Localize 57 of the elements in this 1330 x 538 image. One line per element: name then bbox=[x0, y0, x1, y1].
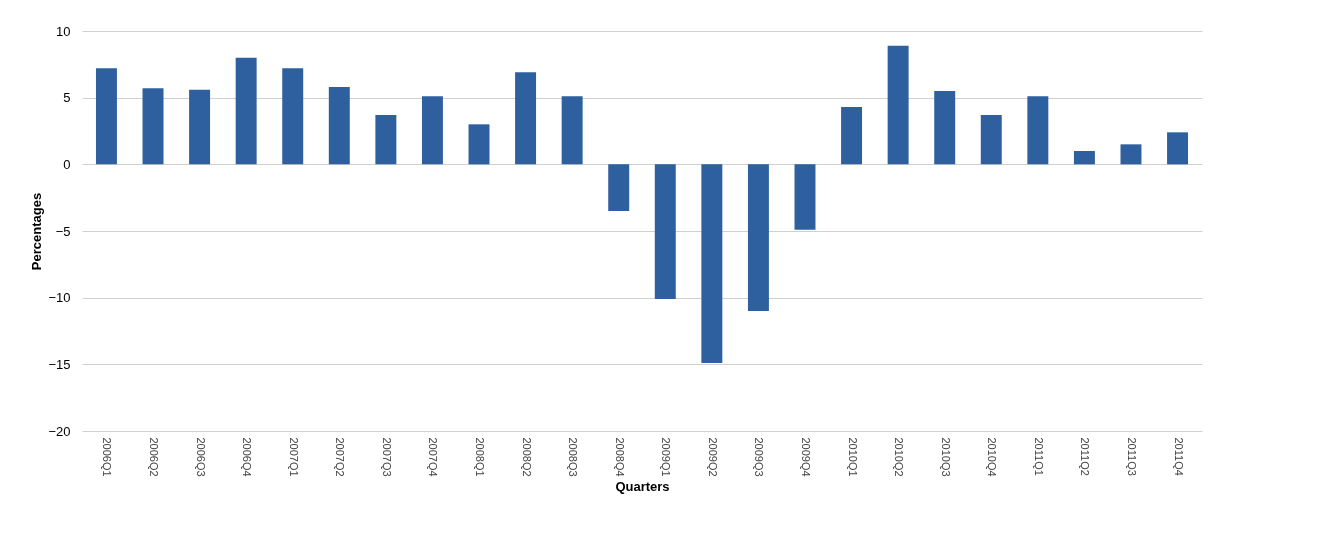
x-tick-label: 2007Q4 bbox=[427, 437, 440, 477]
x-tick-label: 2010Q1 bbox=[846, 437, 859, 477]
y-tick-label: 5 bbox=[63, 90, 71, 106]
x-tick-label: 2010Q3 bbox=[939, 437, 952, 477]
x-tick-label: 2007Q1 bbox=[287, 437, 300, 477]
x-tick-label: 2007Q2 bbox=[334, 437, 347, 477]
y-tick-label: 10 bbox=[56, 23, 71, 39]
x-tick-label: 2008Q4 bbox=[613, 437, 626, 477]
x-tick-label: 2011Q4 bbox=[1172, 437, 1185, 476]
y-tick-label: 0 bbox=[63, 156, 71, 172]
bar bbox=[794, 164, 816, 230]
bar bbox=[235, 57, 257, 165]
bar bbox=[1027, 96, 1049, 165]
bar bbox=[328, 87, 350, 165]
bar bbox=[375, 115, 397, 165]
x-tick-label: 2009Q1 bbox=[660, 437, 673, 477]
x-tick-label: 2006Q1 bbox=[101, 437, 114, 477]
bar bbox=[701, 164, 723, 363]
bar bbox=[1120, 144, 1142, 165]
bar bbox=[561, 96, 583, 165]
bar bbox=[1167, 132, 1189, 165]
y-tick-label: −5 bbox=[55, 223, 71, 239]
x-tick-label: 2010Q2 bbox=[893, 437, 906, 477]
bar bbox=[887, 45, 909, 165]
x-tick-label: 2009Q4 bbox=[799, 437, 812, 477]
x-axis-title: Quarters bbox=[615, 478, 670, 494]
x-tick-label: 2006Q3 bbox=[194, 437, 207, 477]
x-tick-label: 2009Q3 bbox=[753, 437, 766, 477]
x-tick-label: 2011Q3 bbox=[1125, 437, 1138, 476]
x-tick-label: 2011Q1 bbox=[1032, 437, 1045, 476]
y-axis-title: Percentages bbox=[29, 192, 45, 271]
bar bbox=[515, 72, 537, 165]
x-tick-label: 2007Q3 bbox=[380, 437, 393, 477]
bar bbox=[142, 88, 164, 165]
x-tick-label: 2008Q2 bbox=[520, 437, 533, 477]
bar bbox=[468, 124, 490, 165]
y-tick-label: −20 bbox=[48, 423, 71, 439]
x-tick-label: 2009Q2 bbox=[706, 437, 719, 477]
x-tick-label: 2006Q4 bbox=[241, 437, 254, 477]
y-tick-label: −15 bbox=[48, 356, 71, 372]
bar bbox=[189, 89, 211, 165]
bar bbox=[980, 115, 1002, 165]
bar bbox=[841, 107, 863, 165]
x-tick-label: 2008Q1 bbox=[474, 437, 487, 477]
bar bbox=[421, 96, 443, 165]
x-tick-label: 2011Q2 bbox=[1079, 437, 1092, 476]
bar bbox=[608, 164, 630, 211]
bar bbox=[282, 68, 304, 165]
bar bbox=[747, 164, 769, 311]
x-tick-label: 2006Q2 bbox=[148, 437, 161, 477]
x-tick-label: 2010Q4 bbox=[986, 437, 999, 477]
bar bbox=[934, 91, 956, 165]
bar bbox=[1073, 151, 1095, 165]
bar bbox=[654, 164, 676, 299]
bar bbox=[95, 68, 117, 165]
y-tick-label: −10 bbox=[48, 290, 71, 306]
x-tick-label: 2008Q3 bbox=[567, 437, 580, 477]
